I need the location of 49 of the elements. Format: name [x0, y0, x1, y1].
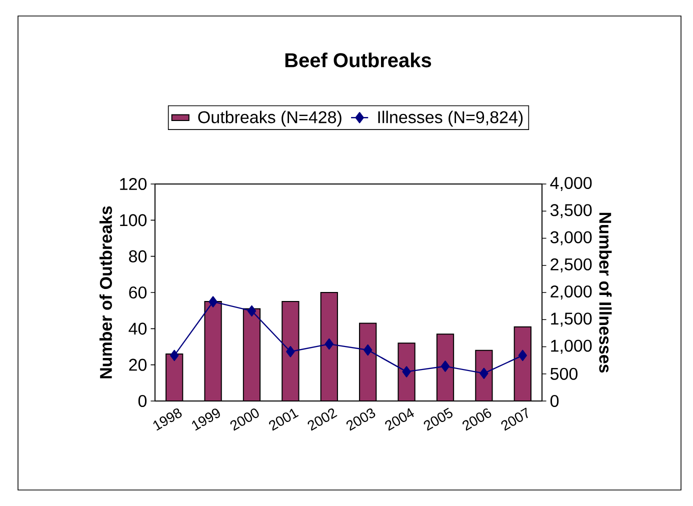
x-tick-label: 1998 [153, 408, 182, 431]
y2-tick-label: 3,500 [550, 204, 592, 218]
x-tick-label: 2003 [346, 408, 376, 431]
bar [398, 342, 416, 401]
x-tick-label: 2006 [462, 408, 492, 431]
y2-tick-label: 500 [550, 368, 578, 380]
x-tick-label: 2001 [269, 408, 299, 431]
y2-tick-label: 2,500 [550, 258, 592, 272]
y-tick-label: 0 [138, 394, 147, 408]
x-tick-label: 1999 [192, 408, 220, 431]
bar [204, 301, 222, 401]
point [170, 350, 179, 362]
y2-tick-label: 4,000 [550, 176, 592, 192]
bar [282, 301, 300, 401]
point [440, 360, 450, 372]
point [286, 346, 295, 358]
y-tick-label: 60 [129, 286, 147, 299]
y2-tick-label: 0 [550, 394, 559, 408]
point [247, 305, 256, 317]
bar [475, 350, 493, 401]
y2-tick-label: 1,500 [551, 312, 592, 327]
x-tick-label: 2007 [501, 408, 528, 431]
y-tick-label: 40 [128, 322, 147, 335]
y2-tick-label: 3,000 [550, 231, 592, 246]
x-tick-label: 2004 [385, 408, 414, 431]
bar [436, 334, 454, 401]
y-axis-title: Number of Outbreaks [99, 206, 112, 378]
chart-title: Beef Outbreaks [285, 52, 432, 68]
legend-label: Illnesses (N=9,824) [378, 110, 523, 127]
y-tick-label: 20 [129, 358, 147, 371]
y2-tick-label: 1,000 [551, 340, 592, 354]
point [402, 366, 411, 378]
y2-axis-title: Number of Illnesses [599, 212, 612, 373]
x-tick-label: 2000 [230, 408, 259, 431]
x-tick-label: 2002 [308, 408, 338, 431]
y-tick-label: 100 [120, 214, 147, 226]
point [364, 344, 372, 356]
x-tick-label: 2005 [424, 408, 452, 431]
bar [359, 322, 377, 401]
bar [320, 292, 338, 401]
point [518, 350, 527, 362]
bar [514, 326, 532, 401]
y-tick-label: 120 [120, 178, 147, 190]
point [324, 338, 334, 350]
y-tick-label: 80 [129, 250, 147, 262]
point [480, 368, 488, 379]
point [208, 296, 218, 308]
y2-tick-label: 2,000 [550, 285, 592, 300]
legend-label: Outbreaks (N=428) [198, 110, 342, 127]
